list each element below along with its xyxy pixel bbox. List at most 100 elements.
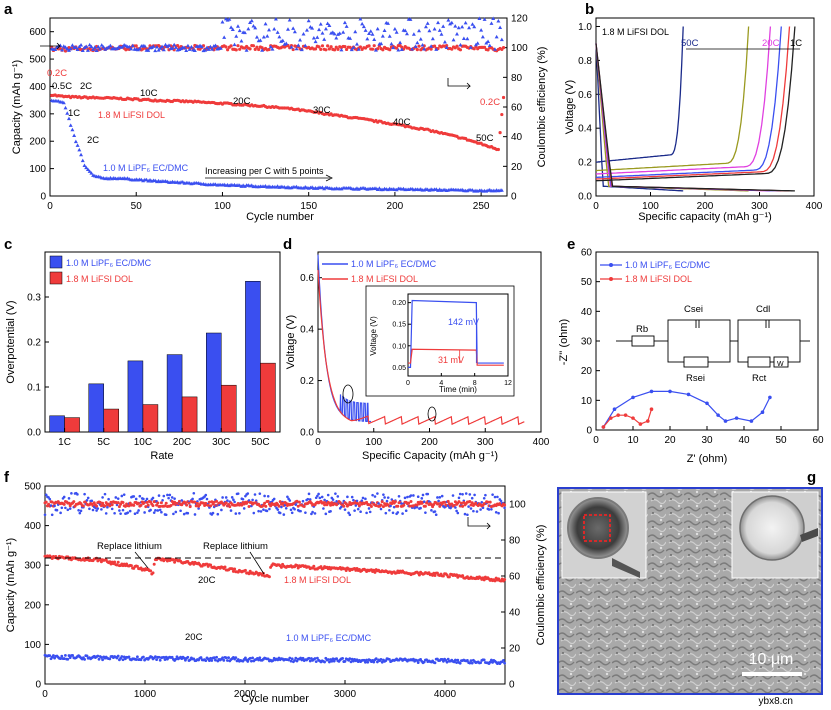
panel-f-dol-ce-point <box>446 499 450 503</box>
panel-a-ec-ce-point <box>322 37 327 41</box>
panel-a-ec-ce-point <box>172 42 177 47</box>
panel-f-ec-ce-point <box>320 495 324 499</box>
panel-f-ec-ce-point <box>137 509 140 512</box>
panel-f-legend-dol: 1.8 M LiFSI DOL <box>284 575 351 585</box>
panel-f-ec-ce-point <box>455 509 458 513</box>
panel-d-circle-marker-1 <box>342 384 354 404</box>
panel-f-ec-ce-point <box>238 511 241 515</box>
panel-f-dol-ce-point <box>296 504 300 508</box>
panel-a-ec-ce-point <box>344 24 349 28</box>
panel-f-ec-capacity-point <box>120 655 124 658</box>
panel-a-ec-ce-point <box>436 20 441 25</box>
panel-a-dol-ce-point <box>238 47 242 51</box>
panel-f-ec-capacity-point <box>136 655 139 659</box>
panel-f-dol-ce-point <box>297 500 301 504</box>
panel-f-ec-capacity-point <box>155 658 159 662</box>
panel-e-curve-0 <box>602 390 771 428</box>
panel-a-ec-capacity-point <box>80 158 85 163</box>
panel-f-ec-capacity-point <box>226 659 229 662</box>
panel-c-x-label-50C: 50C <box>251 437 269 448</box>
panel-f: f 0 1000 2000 3000 4000 0 100 200 300 400 500 0 20… <box>4 469 547 705</box>
panel-c-y-ticks: 0.0 0.1 0.2 0.3 <box>27 293 49 439</box>
panel-a-ec-ce-point <box>98 46 103 51</box>
panel-a-ec-ce-point <box>163 42 168 47</box>
panel-f-dol-ce-point <box>123 504 127 508</box>
panel-f-ec-ce-point <box>151 496 155 500</box>
panel-a-ec-ce-point <box>494 34 499 39</box>
panel-a-yr-tick-label-6: 120 <box>511 14 528 25</box>
panel-a-ec-ce-point <box>232 42 237 47</box>
panel-f-dol-ce-point <box>409 500 413 504</box>
panel-f-dol-capacity-point <box>223 565 227 569</box>
panel-a-x-tick-label-4: 200 <box>387 201 404 212</box>
panel-a-ec-ce-point <box>358 17 363 21</box>
tweezer-left <box>612 558 640 578</box>
panel-a-ec-capacity-point <box>66 116 71 121</box>
panel-f-dol-ce-point <box>207 500 211 504</box>
panel-f-dol-ce-point <box>62 502 66 506</box>
panel-c: c 0.0 0.1 0.2 0.3 1C 5C 10C 20C 30C 50C 1.0 M Li… <box>4 236 281 462</box>
panel-f-ec-ce-point <box>482 496 486 500</box>
panel-a-annot-8: 40C <box>393 117 411 128</box>
panel-f-ec-capacity-point <box>288 656 292 660</box>
panel-a-ec-ce-point <box>53 47 58 51</box>
panel-f-ec-capacity-point <box>162 655 166 659</box>
panel-f-dol-capacity-point <box>173 560 177 564</box>
panel-f-ec-ce-point <box>433 510 437 513</box>
panel-c-xlabel: Rate <box>150 450 173 462</box>
panel-f-ec-ce-point <box>436 496 439 499</box>
panel-a-ec-ce-point <box>246 26 251 31</box>
panel-a-yl-tick-label-0: 0 <box>40 192 46 203</box>
panel-b-ylabel: Voltage (V) <box>564 80 576 134</box>
panel-f-dol-ce-point <box>402 503 406 507</box>
panel-a-dol-ce-point <box>458 48 463 52</box>
panel-f-dol-ce-point <box>408 504 412 508</box>
panel-f-dol-ce-point <box>103 504 107 508</box>
panel-f-dol-ce-point <box>459 501 463 505</box>
panel-a-ec-ce-point <box>89 44 94 49</box>
panel-a-ec-capacity-point <box>394 187 399 192</box>
panel-f-ec-ce-point <box>136 511 139 514</box>
panel-f-ec-ce-point <box>221 496 224 499</box>
panel-a-dol-ce-point <box>332 48 337 52</box>
panel-f-ec-ce-point <box>346 495 349 499</box>
panel-a-ec-ce-point <box>404 31 409 36</box>
panel-f-dol-ce-point <box>393 500 397 504</box>
panel-f-ec-ce-point <box>143 511 146 514</box>
circuit-label-rsei: Rsei <box>686 373 705 384</box>
panel-f-dol-ce-point <box>212 500 216 504</box>
panel-a-ec-ce-point <box>356 47 361 51</box>
panel-f-ec-ce-point <box>161 498 164 502</box>
panel-b-data <box>595 26 796 192</box>
panel-a-legend-ec: 1.0 M LiPF₆ EC/DMC <box>103 163 189 173</box>
panel-f-ec-ce-point <box>116 497 120 500</box>
panel-f-ec-ce-point <box>91 508 95 512</box>
panel-f-ec-capacity-point <box>415 659 419 662</box>
panel-f-ec-ce-point <box>282 513 286 516</box>
panel-a-ec-ce-point <box>154 44 159 49</box>
panel-a-ec-ce-point <box>287 17 292 22</box>
panel-f-ec-ce-point <box>263 494 266 498</box>
panel-f-yl-tick-label-0: 0 <box>35 680 41 691</box>
panel-f-ec-ce-point <box>168 493 172 497</box>
panel-f-dol-ce-point <box>470 501 474 505</box>
panel-e-point-0 <box>631 395 635 400</box>
panel-f-ec-ce-point <box>388 508 391 512</box>
panel-a-ec-ce-point <box>303 43 308 48</box>
panel-f-ec-ce-point <box>469 507 473 510</box>
panel-f-ec-ce-point <box>115 503 119 507</box>
panel-a-ec-ce-point <box>235 24 240 28</box>
panel-f-ec-capacity-point <box>313 657 317 660</box>
panel-f-ec-ce-point <box>294 503 298 506</box>
panel-a-dol-capacity-point <box>501 95 506 100</box>
panel-f-dol-ce-point <box>261 503 265 507</box>
panel-f-dol-ce-point <box>264 504 268 508</box>
panel-f-ec-ce-point <box>371 493 374 497</box>
panel-f-dol-ce-point <box>188 505 192 509</box>
panel-f-ec-ce-point <box>77 508 80 512</box>
panel-f-ec-ce-point <box>96 507 100 510</box>
panel-a-dol-ce-point <box>381 48 385 52</box>
panel-f-ec-capacity-point <box>174 657 178 661</box>
panel-a-ec-ce-point <box>446 18 451 22</box>
panel-a-ec-ce-point <box>185 43 190 48</box>
